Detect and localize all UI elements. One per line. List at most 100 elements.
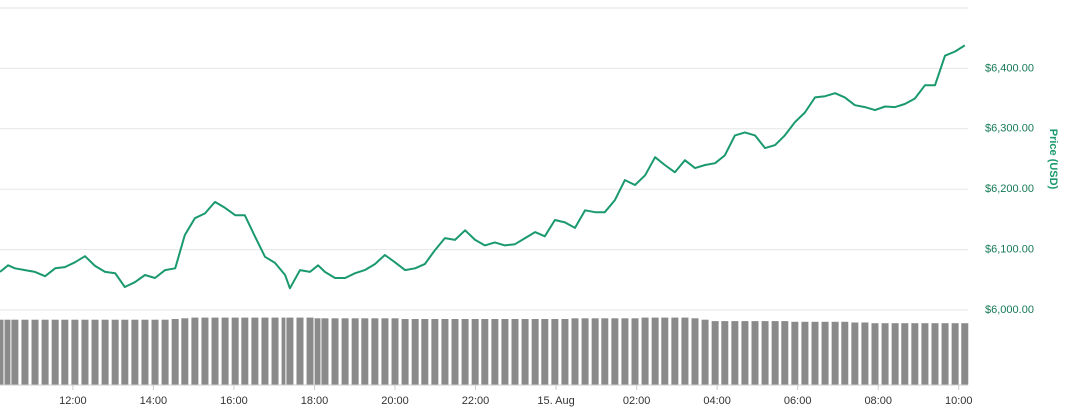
volume-bar: [330, 317, 340, 386]
volume-bar: [710, 320, 720, 386]
volume-bar: [285, 316, 295, 386]
volume-bar: [560, 318, 570, 386]
volume-bar: [740, 320, 750, 386]
volume-bar: [590, 317, 600, 386]
volume-bar: [880, 322, 890, 386]
volume-bar: [50, 318, 60, 386]
volume-bar: [240, 316, 250, 386]
volume-bar: [680, 316, 690, 386]
x-tick-label: 06:00: [784, 395, 812, 407]
volume-bar: [910, 322, 920, 386]
x-tick-label: 14:00: [140, 395, 168, 407]
volume-bar: [30, 318, 40, 386]
y-tick-label: $6,300.00: [985, 123, 1034, 135]
volume-bar: [830, 320, 840, 386]
x-tick-label: 02:00: [623, 395, 651, 407]
volume-bar: [550, 318, 560, 386]
volume-bar: [570, 317, 580, 386]
volume-bar: [380, 317, 390, 386]
volume-bar: [630, 317, 640, 386]
x-tick-label: 22:00: [462, 395, 490, 407]
volume-bar: [870, 322, 880, 386]
volume-bar: [0, 318, 5, 386]
volume-bar: [460, 318, 470, 386]
volume-bar: [270, 316, 280, 386]
volume-bar: [110, 318, 120, 386]
volume-bar: [650, 316, 660, 386]
volume-bar: [840, 320, 850, 386]
volume-bar: [340, 317, 350, 386]
volume-bar: [750, 320, 760, 386]
volume-bar: [860, 321, 870, 386]
volume-bar: [180, 317, 190, 386]
x-tick-label: 10:00: [945, 395, 973, 407]
y-tick-label: $6,100.00: [985, 244, 1034, 256]
volume-bar: [520, 318, 530, 386]
volume-bar: [600, 317, 610, 386]
volume-bar: [660, 316, 670, 386]
volume-bar: [700, 318, 710, 386]
volume-bar: [170, 318, 180, 386]
y-axis-title: Price (USD): [1047, 129, 1059, 190]
volume-bar: [410, 318, 420, 386]
x-tick-label: 18:00: [301, 395, 329, 407]
volume-bar: [890, 322, 900, 386]
volume-bar: [260, 316, 270, 386]
volume-bar: [70, 318, 80, 386]
volume-bar: [295, 316, 305, 386]
volume-bar: [720, 320, 730, 386]
volume-bar: [120, 318, 130, 386]
volume-bar: [820, 320, 830, 386]
volume-bar: [200, 316, 210, 386]
x-tick-label: 12:00: [59, 395, 87, 407]
volume-bar: [610, 317, 620, 386]
volume-bar: [130, 318, 140, 386]
volume-bar: [230, 316, 240, 386]
volume-bar: [930, 322, 940, 386]
volume-bar: [960, 322, 970, 386]
volume-bar: [450, 318, 460, 386]
volume-bar: [480, 318, 490, 386]
volume-bar: [220, 316, 230, 386]
y-tick-label: $6,000.00: [985, 304, 1034, 316]
volume-bar: [100, 318, 110, 386]
volume-bar: [790, 320, 800, 386]
volume-bar: [305, 316, 315, 386]
volume-bar: [190, 316, 200, 386]
volume-bar: [800, 320, 810, 386]
volume-bar: [690, 317, 700, 386]
volume-bar: [620, 317, 630, 386]
x-tick-label: 16:00: [220, 395, 248, 407]
volume-bar: [850, 321, 860, 386]
volume-bar: [250, 316, 260, 386]
volume-bar: [760, 320, 770, 386]
volume-bar: [420, 318, 430, 386]
volume-bar: [210, 316, 220, 386]
volume-bar: [90, 318, 100, 386]
volume-bar: [150, 318, 160, 386]
volume-bar: [780, 320, 790, 386]
x-tick-label: 08:00: [864, 395, 892, 407]
volume-bar: [770, 320, 780, 386]
volume-bar: [440, 318, 450, 386]
volume-bar: [160, 318, 170, 386]
x-tick-label: 20:00: [381, 395, 409, 407]
y-tick-label: $6,200.00: [985, 183, 1034, 195]
volume-bar: [580, 317, 590, 386]
price-line: [0, 44, 966, 290]
volume-bar: [670, 316, 680, 386]
volume-bar: [540, 318, 550, 386]
volume-bar: [510, 318, 520, 386]
volume-bar: [470, 318, 480, 386]
volume-bar: [10, 318, 20, 386]
volume-bar: [530, 318, 540, 386]
volume-bar: [900, 322, 910, 386]
volume-bar: [80, 318, 90, 386]
volume-bar: [730, 320, 740, 386]
volume-bar: [360, 317, 370, 386]
volume-bar: [400, 318, 410, 386]
volume-bar: [940, 322, 950, 386]
y-tick-label: $6,400.00: [985, 62, 1034, 74]
